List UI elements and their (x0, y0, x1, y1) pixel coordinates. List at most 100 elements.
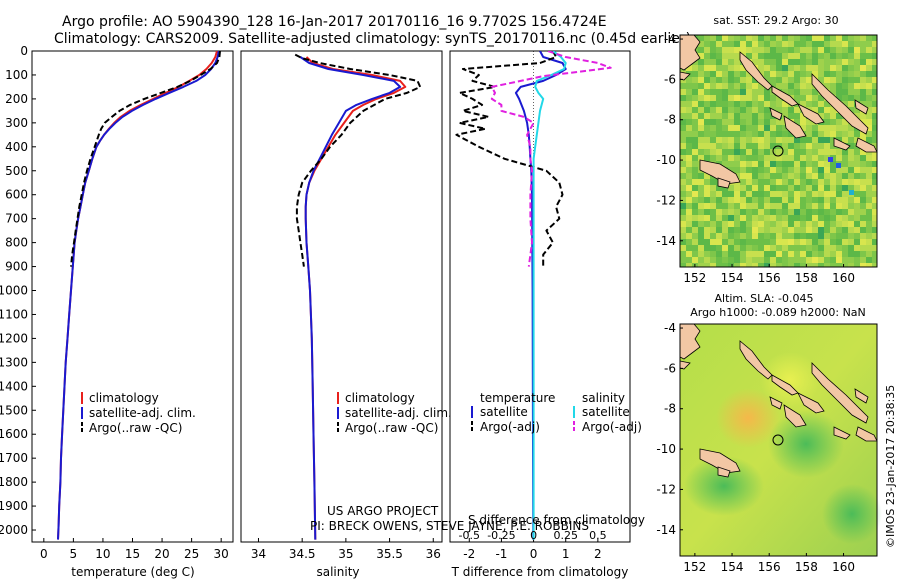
sst-cell (872, 173, 877, 179)
sst-cell (872, 191, 877, 197)
sst-cell (710, 137, 716, 143)
sst-cell (806, 173, 812, 179)
sst-cell (728, 137, 734, 143)
sst-cell (704, 131, 710, 137)
sst-cell (782, 233, 788, 239)
sst-cell (758, 131, 764, 137)
sst-cell (866, 65, 872, 71)
header-line-2: Climatology: CARS2009. Satellite-adjuste… (54, 31, 691, 47)
sla-yellow-anomaly (760, 352, 820, 408)
sst-cell (752, 191, 758, 197)
sst-cell (752, 233, 758, 239)
sst-cell (758, 119, 764, 125)
sst-cell (836, 215, 842, 221)
difference-x-axis: -2 -1 0 1 2 (463, 538, 602, 561)
sst-cell (806, 239, 812, 245)
sst-cell (722, 209, 728, 215)
sst-cell (692, 257, 698, 263)
sst-cell (746, 41, 752, 47)
sst-cell (776, 215, 782, 221)
sst-cell (812, 143, 818, 149)
sst-cell (746, 53, 752, 59)
sst-cell (806, 209, 812, 215)
land-mass (833, 137, 851, 151)
sst-cell (716, 197, 722, 203)
sst-cell (836, 185, 842, 191)
sst-cell (782, 83, 788, 89)
sst-cell (710, 155, 716, 161)
sla-land-masses (679, 323, 878, 478)
sst-cell (794, 209, 800, 215)
sst-cell (746, 227, 752, 233)
sst-cell (836, 47, 842, 53)
sst-cell (830, 113, 836, 119)
sst-cell (770, 155, 776, 161)
difference-lines (455, 51, 612, 542)
sst-cell (848, 155, 854, 161)
sst-cell (758, 113, 764, 119)
sst-cell (828, 157, 833, 162)
sst-cell (860, 173, 866, 179)
land-mass (783, 115, 807, 139)
sst-cell (680, 221, 686, 227)
sst-cell (776, 119, 782, 125)
sst-cell (746, 35, 752, 41)
sst-cell (722, 113, 728, 119)
sst-cell (800, 167, 806, 173)
sst-cell (740, 125, 746, 131)
sst-cell (830, 53, 836, 59)
sst-cell (836, 251, 842, 257)
sst-cell (770, 173, 776, 179)
sst-cell (824, 245, 830, 251)
sst-cell (824, 155, 830, 161)
sst-cell (800, 161, 806, 167)
sst-cell (722, 41, 728, 47)
sst-cell (734, 89, 740, 95)
depth-tick-label: 800 (5, 236, 28, 250)
sst-cell (836, 131, 842, 137)
sst-cell (698, 197, 704, 203)
sst-cell (830, 131, 836, 137)
sst-cell (728, 245, 734, 251)
sst-cell (704, 257, 710, 263)
sst-cell (770, 221, 776, 227)
sst-cell (698, 263, 704, 267)
sst-cell (710, 191, 716, 197)
sst-cell (824, 35, 830, 41)
sst-cell (734, 95, 740, 101)
depth-tick-label: 100 (5, 68, 28, 82)
legend-label-t-satellite: satellite (480, 405, 528, 419)
sst-cell (872, 185, 877, 191)
sst-cell (776, 35, 782, 41)
sst-cell (698, 77, 704, 83)
sst-cell (800, 125, 806, 131)
sst-cell (830, 47, 836, 53)
sst-cell (842, 89, 848, 95)
map-y-tick-label: -6 (664, 72, 676, 86)
sst-cell (854, 149, 860, 155)
sst-cell (794, 65, 800, 71)
sst-cell (710, 149, 716, 155)
sst-cell (860, 263, 866, 267)
sst-cell (692, 137, 698, 143)
sst-cell (722, 161, 728, 167)
sst-cell (770, 65, 776, 71)
sst-cell (836, 257, 842, 263)
sst-cell (860, 179, 866, 185)
sst-cell (818, 47, 824, 53)
sst-cell (680, 209, 686, 215)
sst-cell (860, 203, 866, 209)
sst-cell (758, 41, 764, 47)
sst-cell (758, 257, 764, 263)
x-tick-label: 34 (251, 547, 266, 561)
sst-cell (686, 155, 692, 161)
sst-cell (824, 41, 830, 47)
sst-cell (812, 107, 818, 113)
sst-cell (758, 227, 764, 233)
sst-cell (830, 107, 836, 113)
sst-cell (698, 221, 704, 227)
sst-cell (842, 227, 848, 233)
sst-cell (716, 251, 722, 257)
sst-cell (788, 191, 794, 197)
x-tick-label: -1 (495, 547, 507, 561)
